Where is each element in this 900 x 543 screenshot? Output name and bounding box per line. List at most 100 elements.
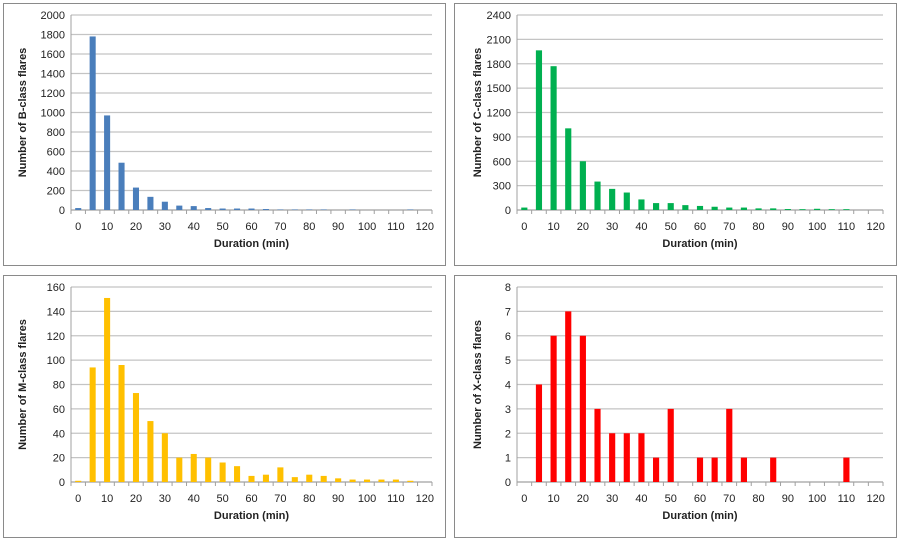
bar <box>407 480 414 482</box>
bar <box>843 457 850 482</box>
y-tick-label: 900 <box>493 132 511 144</box>
bar <box>653 203 660 210</box>
m-class-chart: 0 20 40 60 80 100 120 140 160 0 10 20 30 40 50 60 70 80 90… <box>3 275 446 538</box>
y-tick-label: 80 <box>53 380 65 392</box>
y-tick-label: 140 <box>47 306 65 318</box>
bar <box>306 474 313 482</box>
bar <box>682 205 689 210</box>
c-class-chart: 0 300 600 900 1200 1500 1800 2100 2400 0 10 20 30 40 5… <box>454 3 897 266</box>
x-tick-label: 100 <box>358 493 376 505</box>
y-tick-label: 0 <box>505 205 511 217</box>
bar <box>638 433 645 482</box>
x-tick-label: 40 <box>635 493 647 505</box>
x-axis-label: Duration (min) <box>214 238 289 250</box>
bar <box>696 457 704 482</box>
bar <box>262 209 269 210</box>
b-class-chart: 0 200 400 600 800 1000 1200 1400 1600 1800 2000 0 10… <box>3 3 446 266</box>
bar <box>726 207 733 210</box>
y-tick-label: 20 <box>53 453 65 465</box>
chart-svg: 0 200 400 600 800 1000 1200 1400 1600 1800 2000 0 10… <box>17 10 434 250</box>
x-tick-label: 10 <box>547 221 559 233</box>
bar <box>667 203 674 210</box>
x-tick-label: 80 <box>303 493 315 505</box>
bar <box>118 162 125 210</box>
bar <box>335 478 342 482</box>
bar <box>161 201 168 210</box>
bar <box>176 205 183 210</box>
x-tick-label: 0 <box>521 221 527 233</box>
bar <box>320 475 327 482</box>
x-tick-label: 10 <box>547 493 559 505</box>
x-axis-label: Duration (min) <box>662 510 737 522</box>
x-tick-label: 90 <box>782 493 794 505</box>
bar <box>161 433 168 482</box>
bar <box>565 311 572 482</box>
bar <box>89 36 96 211</box>
bar <box>349 479 356 482</box>
x-tick-label: 90 <box>332 221 344 233</box>
chart-svg: 0 300 600 900 1200 1500 1800 2100 2400 0 10 20 30 40 5… <box>472 10 885 250</box>
x-tick-label: 110 <box>387 493 405 505</box>
y-tick-label: 400 <box>47 166 65 178</box>
y-tick-label: 120 <box>47 331 65 343</box>
x-tick-label: 0 <box>75 493 81 505</box>
y-tick-label: 160 <box>47 282 65 294</box>
y-tick-label: 2 <box>505 428 511 440</box>
x-tick-label: 90 <box>332 493 344 505</box>
x-tick-label: 10 <box>101 493 113 505</box>
bar <box>535 384 543 482</box>
bar <box>75 480 82 482</box>
bar <box>755 208 762 210</box>
bar <box>176 457 183 482</box>
x-tick-label: 20 <box>577 221 589 233</box>
y-tick-label: 4 <box>505 380 511 392</box>
bar <box>190 453 197 482</box>
x-tick-label: 20 <box>577 493 589 505</box>
bar <box>392 479 399 482</box>
bar <box>219 462 226 482</box>
bar <box>118 365 125 482</box>
bar <box>814 208 821 210</box>
bar <box>291 477 298 482</box>
x-tick-label: 50 <box>665 493 677 505</box>
y-tick-label: 2000 <box>41 10 65 22</box>
x-class-chart: 0 1 2 3 4 5 6 7 8 0 10 20 30 40 50 60 70 80 90 100 110 120 Dur… <box>454 275 897 538</box>
x-tick-label: 10 <box>101 221 113 233</box>
x-tick-label: 60 <box>694 493 706 505</box>
x-tick-label: 20 <box>130 493 142 505</box>
y-tick-label: 800 <box>47 127 65 139</box>
bar <box>653 457 660 482</box>
x-tick-label: 60 <box>694 221 706 233</box>
bar <box>799 209 806 210</box>
x-tick-label: 100 <box>808 221 826 233</box>
y-tick-label: 2400 <box>487 10 511 22</box>
x-tick-label: 110 <box>838 221 856 233</box>
y-tick-label: 100 <box>47 355 65 367</box>
y-axis-label: Number of B-class flares <box>17 48 29 178</box>
bar <box>711 206 718 210</box>
y-tick-label: 6 <box>505 331 511 343</box>
bar <box>740 457 747 482</box>
x-tick-label: 110 <box>838 493 856 505</box>
x-tick-label: 40 <box>635 221 647 233</box>
x-tick-label: 60 <box>245 221 257 233</box>
x-tick-label: 120 <box>867 221 885 233</box>
x-tick-label: 40 <box>188 493 200 505</box>
x-tick-label: 80 <box>752 493 764 505</box>
x-tick-label: 110 <box>387 221 405 233</box>
x-tick-label: 70 <box>723 493 735 505</box>
y-tick-label: 1800 <box>487 59 511 71</box>
bar <box>89 367 96 482</box>
bar <box>770 457 777 482</box>
bar <box>667 408 674 482</box>
bar <box>132 393 140 482</box>
bar <box>190 206 197 210</box>
bar <box>550 335 557 482</box>
bar <box>638 199 645 210</box>
bar <box>579 161 586 210</box>
y-tick-label: 1000 <box>41 108 65 120</box>
y-tick-label: 40 <box>53 428 65 440</box>
y-tick-label: 0 <box>505 477 511 489</box>
chart-svg: 0 20 40 60 80 100 120 140 160 0 10 20 30 40 50 60 70 80 90… <box>17 282 434 522</box>
